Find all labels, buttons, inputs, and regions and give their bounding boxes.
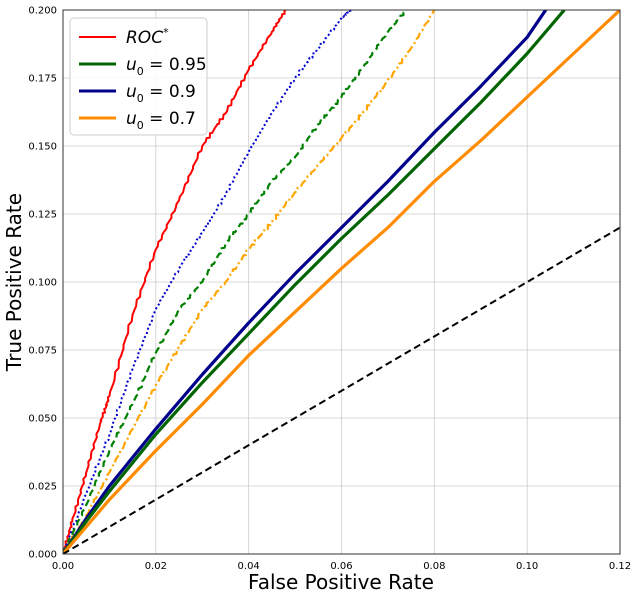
legend-label-sub: 0 <box>137 92 144 105</box>
series-line-6 <box>63 10 620 554</box>
plot-frame <box>62 9 621 555</box>
legend-label-main: u <box>126 82 137 102</box>
y-tick-label: 0.025 <box>28 482 57 493</box>
x-tick-label: 0.00 <box>52 561 74 572</box>
x-tick-label: 0.04 <box>238 561 260 572</box>
y-tick-label: 0.150 <box>28 142 57 153</box>
legend-label-rest: = 0.9 <box>144 82 196 102</box>
legend-label-2: u0 = 0.9 <box>126 82 196 105</box>
series-line-7 <box>63 226 620 554</box>
legend-label-main: ROC <box>126 28 163 48</box>
x-tick-labels: 0.00 0.02 0.04 0.06 0.08 0.10 0.12 <box>52 561 631 572</box>
legend-label-main: u <box>126 55 137 75</box>
series-line-2 <box>63 10 408 554</box>
legend-label-sub: 0 <box>137 119 144 132</box>
x-tick-label: 0.02 <box>145 561 167 572</box>
y-axis-title: True Positive Rate <box>2 193 26 372</box>
y-tick-label: 0.200 <box>28 6 57 17</box>
series-line-4 <box>63 10 548 554</box>
legend-label-1: u0 = 0.95 <box>126 55 207 78</box>
x-tick-label: 0.08 <box>423 561 445 572</box>
legend-label-rest: = 0.7 <box>144 109 196 129</box>
legend-label-main: u <box>126 109 137 129</box>
series-layer <box>63 10 620 554</box>
y-tick-label: 0.000 <box>28 550 57 561</box>
series-line-3 <box>63 10 436 554</box>
legend-label-0: ROC* <box>126 26 169 48</box>
x-tick-label: 0.10 <box>516 561 538 572</box>
y-tick-label: 0.050 <box>28 414 57 425</box>
series-line-1 <box>63 10 352 554</box>
legend-box <box>69 17 208 136</box>
x-axis-title: False Positive Rate <box>248 570 434 594</box>
legend-label-sup: * <box>163 26 169 39</box>
y-tick-label: 0.125 <box>28 210 57 221</box>
x-tick-label: 0.12 <box>609 561 631 572</box>
y-tick-label: 0.100 <box>28 278 57 289</box>
legend-label-3: u0 = 0.7 <box>126 109 196 132</box>
y-tick-label: 0.175 <box>28 74 57 85</box>
series-line-0 <box>63 10 287 554</box>
y-tick-labels: 0.000 0.025 0.050 0.075 0.100 0.125 0.150 0.175… <box>28 6 57 561</box>
y-tick-label: 0.075 <box>28 346 57 357</box>
legend-label-rest: = 0.95 <box>144 55 207 75</box>
series-line-5 <box>63 10 566 554</box>
legend-label-sub: 0 <box>137 65 144 78</box>
x-tick-label: 0.06 <box>330 561 352 572</box>
